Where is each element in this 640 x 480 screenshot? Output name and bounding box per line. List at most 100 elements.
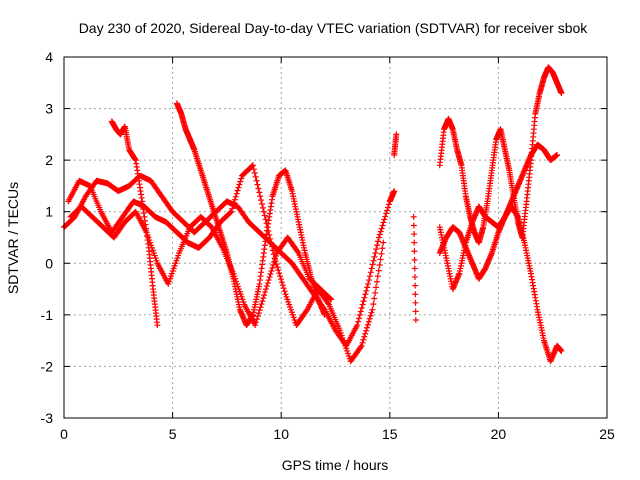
data-point [253, 177, 260, 184]
data-point [303, 307, 310, 314]
data-point [371, 253, 378, 260]
data-point [357, 344, 364, 351]
data-point [380, 239, 387, 246]
data-point [257, 304, 264, 311]
data-point [393, 131, 400, 138]
data-point [321, 311, 328, 318]
data-point [366, 273, 373, 280]
data-point [366, 315, 373, 322]
x-tick-label: 0 [60, 426, 68, 442]
data-point [379, 245, 386, 252]
data-point [260, 295, 267, 302]
data-point [411, 248, 418, 255]
data-point [154, 322, 161, 329]
data-point [280, 285, 287, 292]
data-point [558, 347, 565, 354]
data-point [411, 231, 418, 238]
data-point [354, 322, 361, 329]
x-tick-label: 15 [382, 426, 398, 442]
data-point [373, 284, 380, 291]
data-point [255, 310, 262, 317]
data-point [375, 234, 382, 241]
data-point [391, 188, 398, 195]
data-point [385, 201, 392, 208]
data-point [361, 333, 368, 340]
series-arc-f [391, 64, 565, 324]
data-point [276, 270, 283, 277]
data-point [370, 301, 377, 308]
data-point [271, 258, 278, 265]
data-point [268, 268, 275, 275]
data-point [384, 204, 391, 211]
data-point [370, 257, 377, 264]
data-point [412, 317, 419, 324]
series-arc-d [108, 118, 161, 329]
data-point [252, 322, 259, 329]
data-point [232, 193, 239, 200]
data-point [256, 307, 263, 314]
data-point [258, 197, 265, 204]
data-point [265, 277, 272, 284]
data-point [410, 222, 417, 229]
data-point [266, 231, 273, 238]
x-tick-label: 10 [273, 426, 289, 442]
data-point [367, 312, 374, 319]
data-point [294, 248, 301, 255]
data-point [364, 321, 371, 328]
data-point [261, 212, 268, 219]
y-tick-label: -1 [41, 307, 54, 323]
data-point [378, 225, 385, 232]
data-point [411, 265, 418, 272]
data-point [365, 318, 372, 325]
data-point [357, 308, 364, 315]
x-ticks: 0 5 10 15 20 25 [60, 57, 615, 442]
data-point [380, 219, 387, 226]
data-point [375, 238, 382, 245]
data-point [277, 273, 284, 280]
y-tick-label: -2 [41, 358, 54, 374]
data-point [367, 269, 374, 276]
data-point [268, 239, 275, 246]
data-point [383, 210, 390, 217]
data-point [372, 289, 379, 296]
data-point [257, 193, 264, 200]
data-point [363, 287, 370, 294]
data-point [278, 276, 285, 283]
data-point [252, 173, 259, 180]
series-arc-h [436, 141, 561, 293]
data-point [365, 277, 372, 284]
data-point [369, 306, 376, 313]
y-tick-label: 0 [45, 255, 53, 271]
data-point [359, 301, 366, 308]
data-point [228, 208, 235, 215]
data-point [362, 330, 369, 337]
data-point [264, 280, 271, 287]
plot-frame [63, 56, 608, 419]
data-point [267, 271, 274, 278]
data-point [377, 228, 384, 235]
data-point [358, 304, 365, 311]
data-point [261, 292, 268, 299]
data-point [356, 315, 363, 322]
data-point [229, 205, 236, 212]
data-point [253, 319, 260, 326]
y-ticks: -3 -2 -1 0 1 2 3 4 [41, 49, 607, 426]
data-point [227, 209, 234, 216]
data-point [262, 216, 269, 223]
data-point [368, 309, 375, 316]
data-point [281, 288, 288, 295]
data-point [266, 274, 273, 281]
data-point [371, 295, 378, 302]
series-arc-e [173, 100, 328, 329]
data-point [238, 175, 245, 182]
data-point [384, 207, 391, 214]
data-point [267, 235, 274, 242]
data-point [259, 204, 266, 211]
data-point [360, 336, 367, 343]
x-tick-label: 5 [169, 426, 177, 442]
data-point [279, 282, 286, 289]
data-point [411, 274, 418, 281]
data-point [410, 213, 417, 220]
data-point [363, 324, 370, 331]
